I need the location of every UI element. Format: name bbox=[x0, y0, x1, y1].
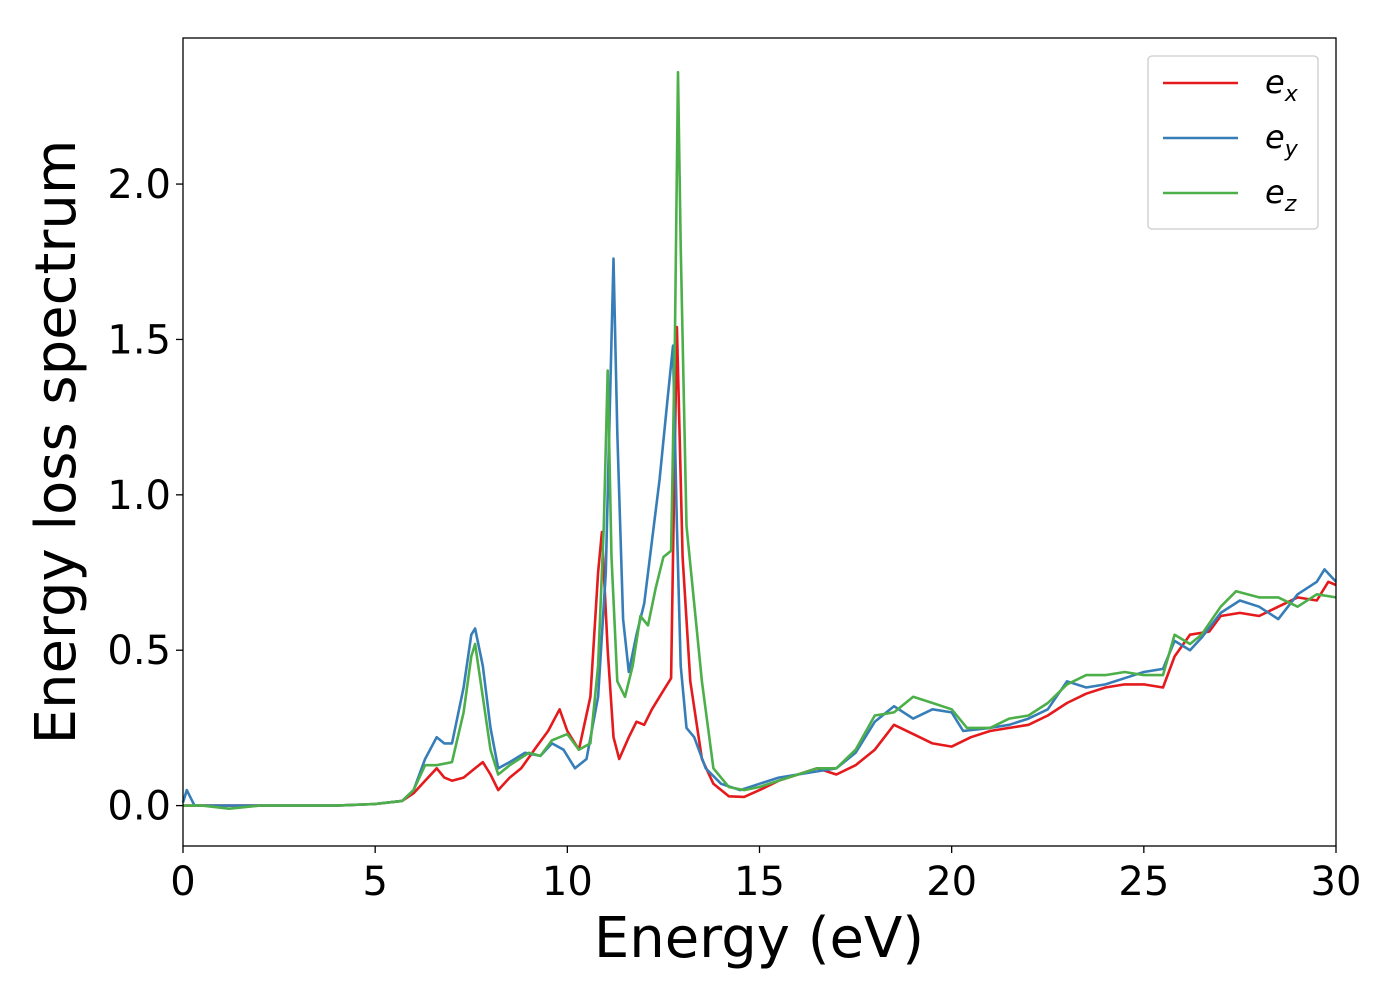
series-line-x bbox=[183, 325, 1337, 807]
x-tick-label: 25 bbox=[1118, 859, 1169, 905]
y-tick-label: 2.0 bbox=[107, 162, 171, 208]
legend-label-subscript: x bbox=[1284, 82, 1299, 107]
x-axis: 0 5 10 15 20 25 30 bbox=[170, 846, 1361, 905]
x-tick-label: 0 bbox=[170, 859, 195, 905]
y-axis: 0.0 0.5 1.0 1.5 2.0 bbox=[107, 162, 183, 830]
y-axis-label: Energy loss spectrum bbox=[24, 140, 89, 745]
legend-label-x: ex bbox=[1265, 63, 1299, 107]
legend-label-y: ey bbox=[1265, 118, 1299, 162]
series-line-y bbox=[181, 257, 1337, 807]
x-tick-label: 20 bbox=[926, 859, 977, 905]
legend-label-z: ez bbox=[1265, 173, 1297, 217]
legend-label-subscript: z bbox=[1284, 192, 1297, 217]
y-tick-label: 1.5 bbox=[107, 317, 171, 363]
x-tick-label: 10 bbox=[542, 859, 593, 905]
legend-label-main: e bbox=[1265, 63, 1285, 101]
y-tick-label: 0.0 bbox=[107, 784, 171, 830]
legend-label-main: e bbox=[1265, 118, 1285, 156]
x-axis-label: Energy (eV) bbox=[594, 906, 924, 971]
y-tick-label: 0.5 bbox=[107, 628, 171, 674]
series-line-z bbox=[183, 70, 1337, 810]
x-tick-label: 5 bbox=[362, 859, 387, 905]
x-tick-label: 15 bbox=[734, 859, 785, 905]
legend-label-main: e bbox=[1265, 173, 1285, 211]
legend-label-subscript: y bbox=[1284, 137, 1299, 162]
y-tick-label: 1.0 bbox=[107, 473, 171, 519]
plot-lines bbox=[181, 70, 1337, 810]
x-tick-label: 30 bbox=[1311, 859, 1362, 905]
legend-box bbox=[1147, 55, 1319, 230]
